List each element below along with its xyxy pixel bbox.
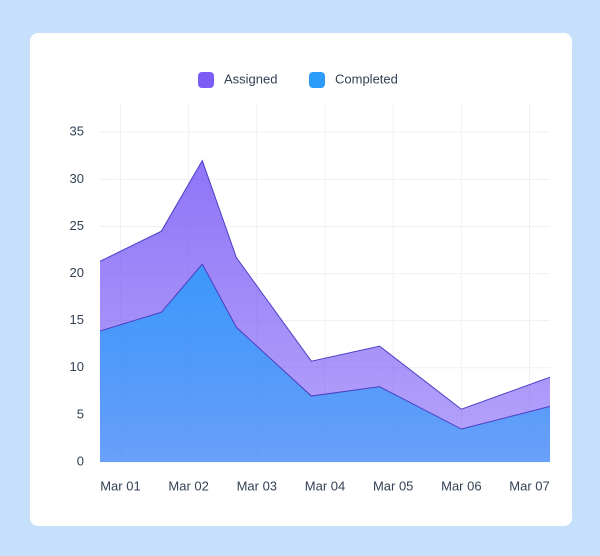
y-tick-label: 30	[70, 171, 84, 186]
y-tick-label: 35	[70, 124, 84, 139]
area-line	[99, 263, 551, 430]
y-tick-label: 15	[70, 312, 84, 327]
y-tick-label: 10	[70, 359, 84, 374]
legend-label: Completed	[335, 71, 398, 86]
x-tick-label: Mar 06	[441, 478, 481, 493]
x-tick-label: Mar 02	[168, 478, 208, 493]
x-tick-label: Mar 01	[100, 478, 140, 493]
area	[100, 264, 550, 462]
y-tick-label: 25	[70, 218, 84, 233]
x-tick-label: Mar 05	[373, 478, 413, 493]
y-tick-label: 0	[77, 453, 84, 468]
area-line	[99, 159, 551, 410]
x-tick-label: Mar 04	[305, 478, 345, 493]
legend-swatch	[309, 72, 325, 88]
y-tick-label: 5	[77, 406, 84, 421]
legend-swatch	[198, 72, 214, 88]
x-tick-label: Mar 03	[237, 478, 277, 493]
x-tick-label: Mar 07	[509, 478, 549, 493]
y-tick-label: 20	[70, 265, 84, 280]
legend-label: Assigned	[224, 71, 277, 86]
